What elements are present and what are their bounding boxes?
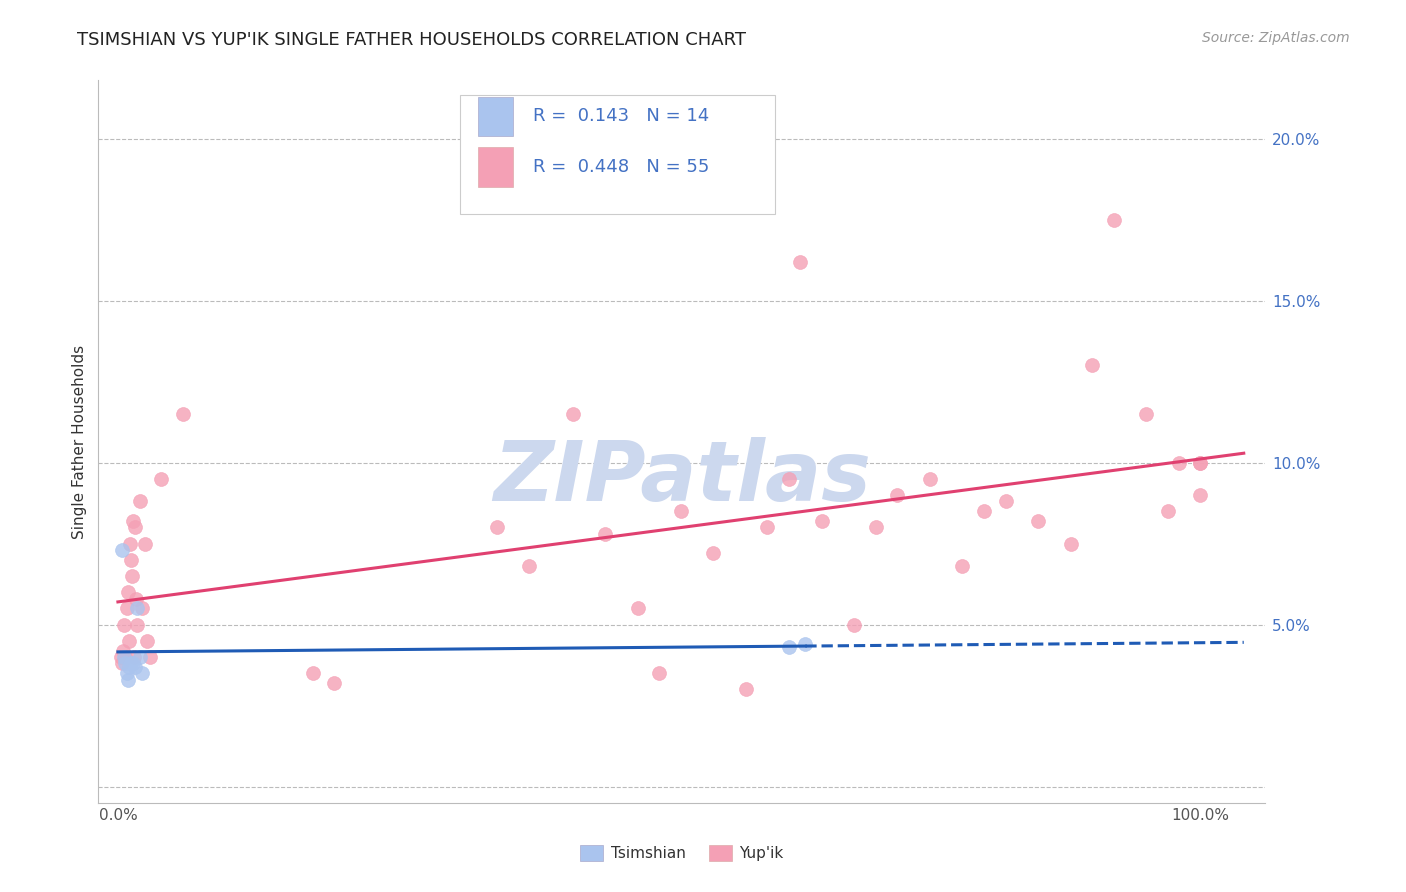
Point	[139, 650, 162, 665]
Point	[120, 553, 142, 567]
Text: R =  0.143   N = 14: R = 0.143 N = 14	[533, 107, 709, 126]
Point	[131, 601, 153, 615]
Point	[120, 657, 142, 671]
Point	[626, 601, 648, 615]
Point	[810, 514, 832, 528]
Point	[778, 640, 800, 655]
Point	[994, 494, 1017, 508]
Point	[886, 488, 908, 502]
Point	[1189, 456, 1212, 470]
Point	[128, 650, 150, 665]
Point	[756, 520, 779, 534]
Point	[115, 666, 138, 681]
Point	[150, 472, 173, 486]
Point	[114, 650, 136, 665]
Point	[1157, 504, 1180, 518]
Point	[702, 546, 724, 560]
Point	[122, 514, 145, 528]
Point	[131, 666, 153, 681]
Point	[734, 682, 756, 697]
Point	[124, 659, 146, 673]
Point	[1081, 359, 1104, 373]
Point	[125, 591, 148, 606]
Point	[122, 657, 145, 671]
Text: TSIMSHIAN VS YUP'IK SINGLE FATHER HOUSEHOLDS CORRELATION CHART: TSIMSHIAN VS YUP'IK SINGLE FATHER HOUSEH…	[77, 31, 747, 49]
Point	[112, 643, 135, 657]
Point	[127, 601, 149, 615]
Point	[112, 650, 135, 665]
Point	[112, 617, 135, 632]
Point	[1167, 456, 1189, 470]
Point	[485, 520, 508, 534]
Point	[669, 504, 692, 518]
Point	[172, 407, 194, 421]
Point	[778, 472, 800, 486]
Point	[136, 633, 159, 648]
Point	[794, 637, 817, 651]
Point	[593, 527, 616, 541]
Point	[118, 633, 141, 648]
Point	[1189, 488, 1212, 502]
Text: Source: ZipAtlas.com: Source: ZipAtlas.com	[1202, 31, 1350, 45]
Point	[301, 666, 323, 681]
Legend: Tsimshian, Yup'ik: Tsimshian, Yup'ik	[574, 839, 790, 867]
FancyBboxPatch shape	[478, 96, 513, 136]
Point	[789, 254, 811, 268]
Point	[118, 659, 141, 673]
Point	[1102, 212, 1125, 227]
Point	[128, 494, 150, 508]
Point	[1026, 514, 1049, 528]
FancyBboxPatch shape	[478, 147, 513, 186]
Point	[323, 676, 346, 690]
Point	[1059, 536, 1081, 550]
Point	[111, 543, 134, 558]
Point	[561, 407, 583, 421]
Point	[918, 472, 941, 486]
Point	[111, 657, 134, 671]
FancyBboxPatch shape	[460, 95, 775, 214]
Point	[517, 559, 540, 574]
Point	[648, 666, 671, 681]
Point	[121, 569, 143, 583]
Point	[973, 504, 995, 518]
Point	[118, 536, 141, 550]
Point	[114, 657, 136, 671]
Point	[122, 650, 145, 665]
Point	[950, 559, 973, 574]
Text: ZIPatlas: ZIPatlas	[494, 437, 870, 518]
Y-axis label: Single Father Households: Single Father Households	[72, 344, 87, 539]
Point	[842, 617, 865, 632]
Point	[110, 650, 132, 665]
Point	[1189, 456, 1212, 470]
Point	[127, 617, 149, 632]
Point	[134, 536, 156, 550]
Point	[117, 673, 139, 687]
Point	[124, 520, 146, 534]
Point	[117, 585, 139, 599]
Point	[115, 601, 138, 615]
Point	[1135, 407, 1157, 421]
Point	[865, 520, 887, 534]
Text: R =  0.448   N = 55: R = 0.448 N = 55	[533, 158, 709, 176]
